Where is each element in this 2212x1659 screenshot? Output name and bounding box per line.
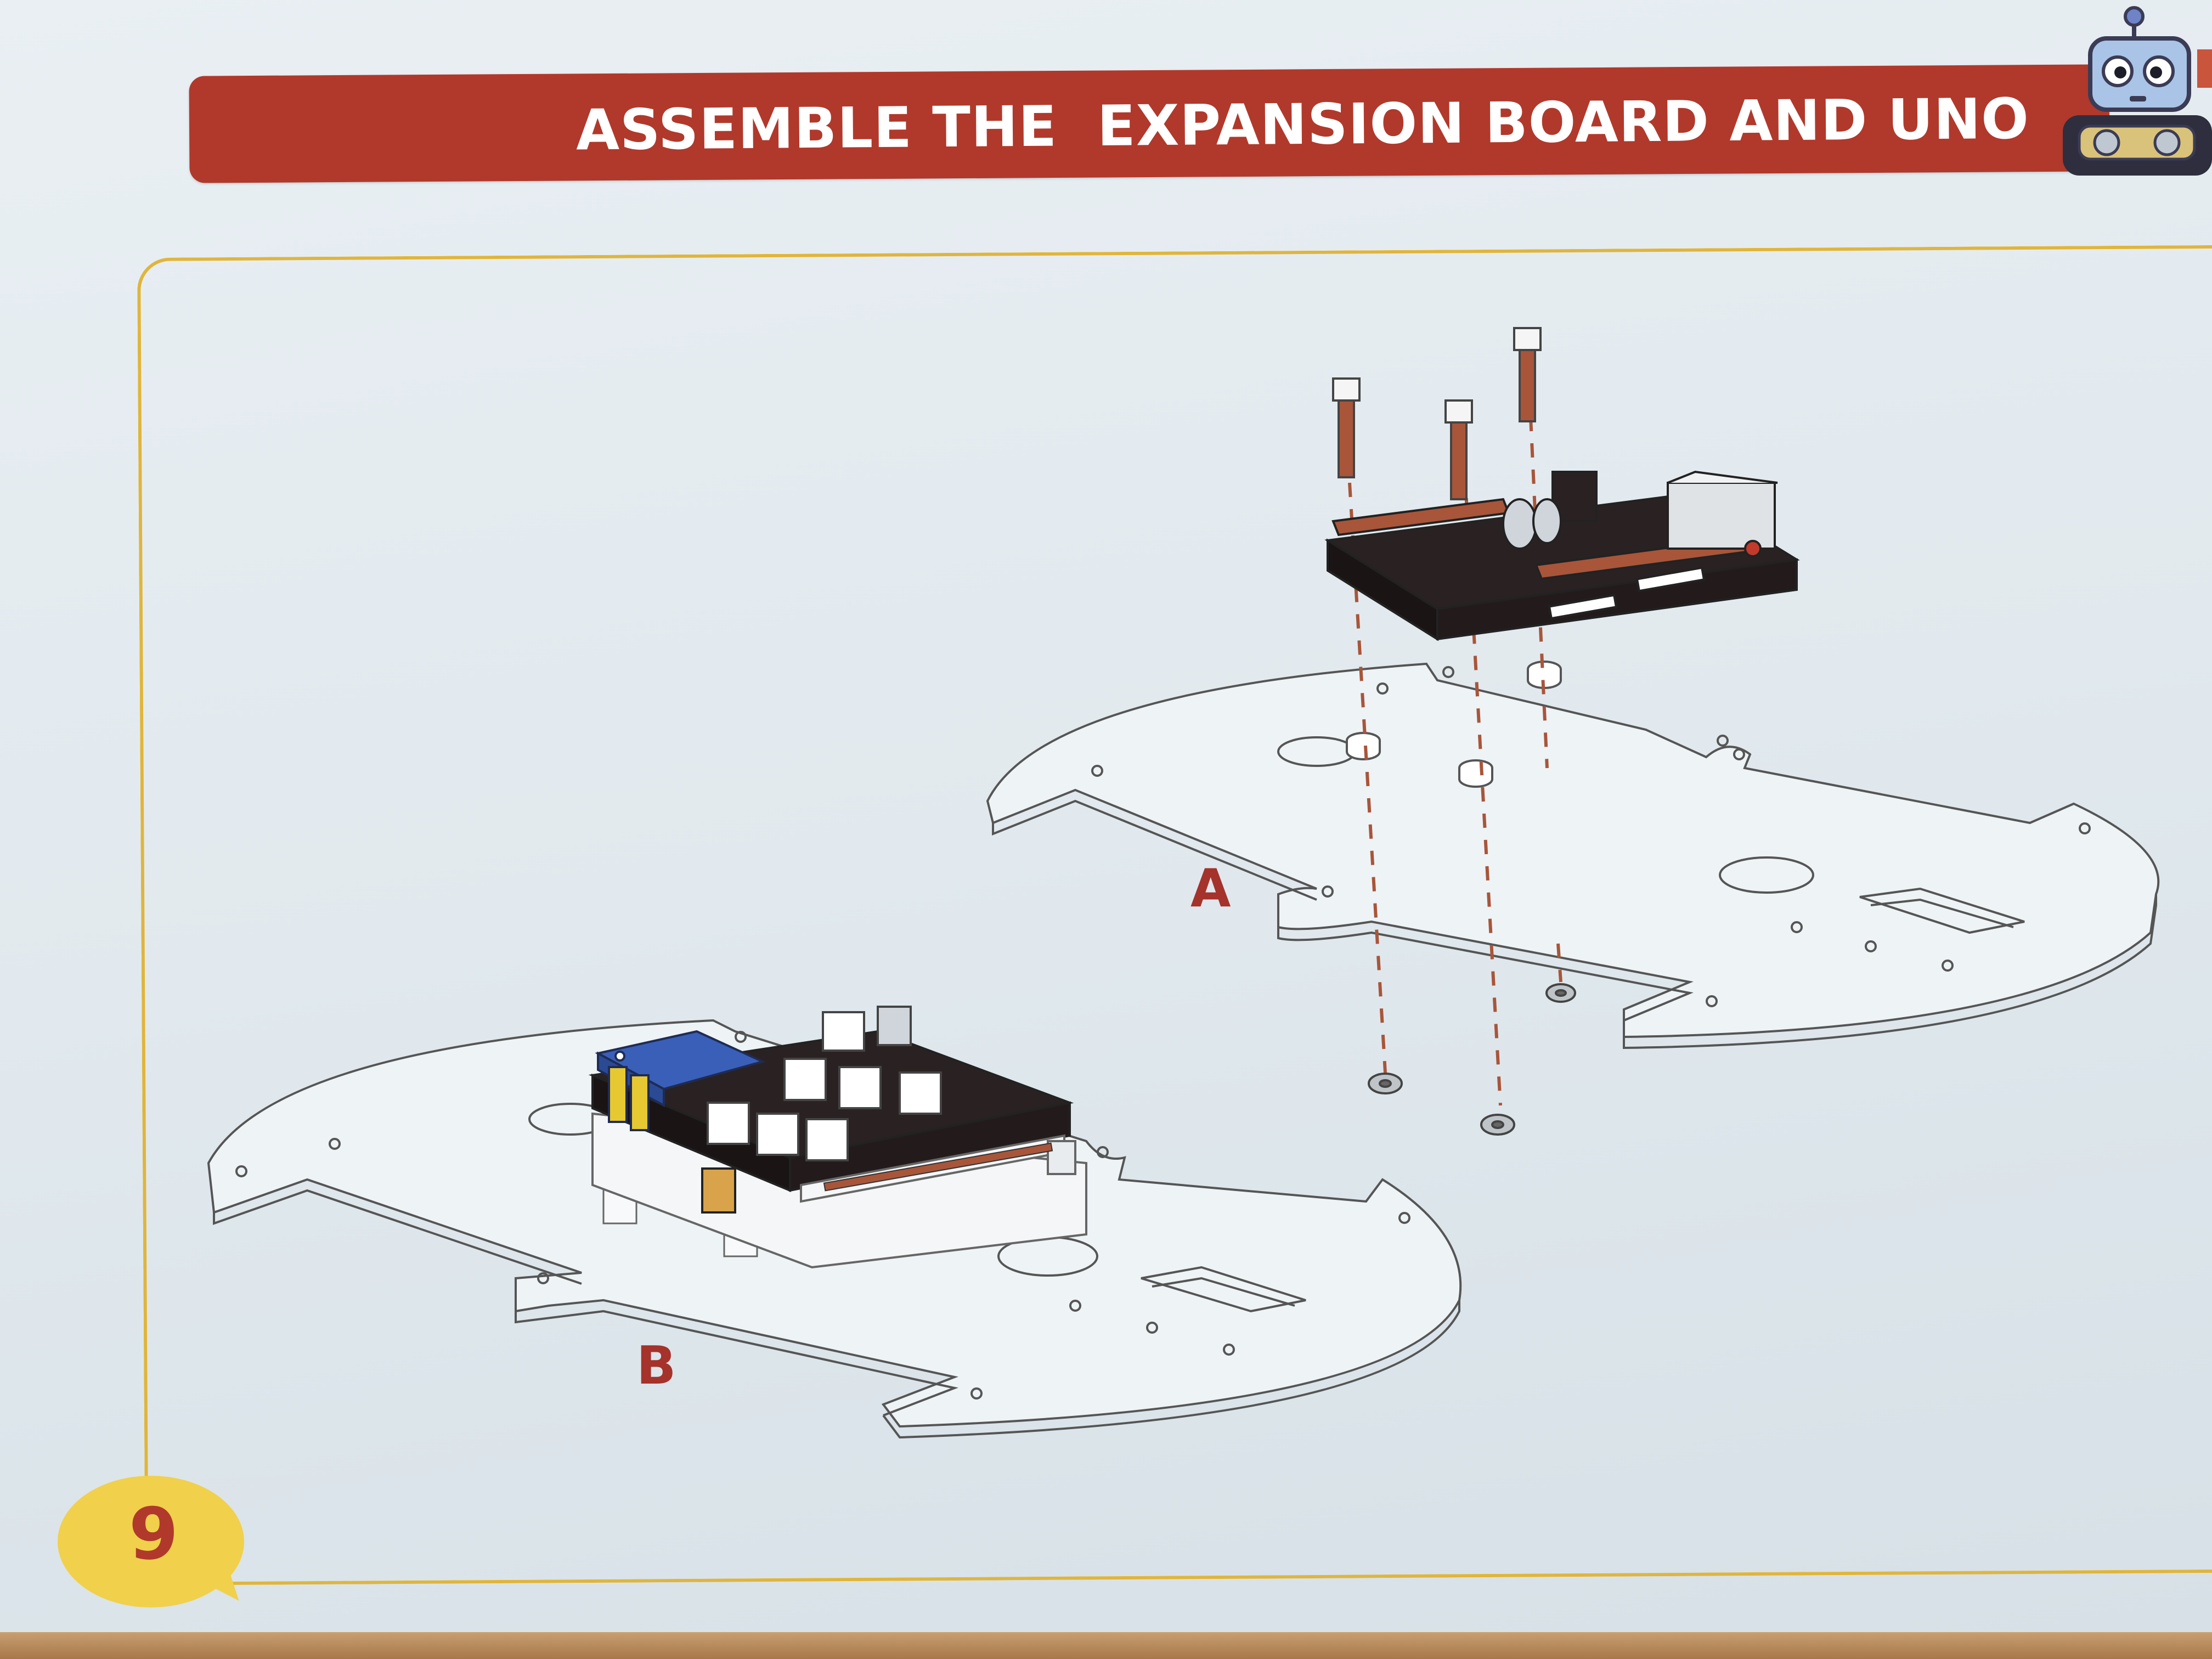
- pin-strip-b: [823, 1142, 1053, 1192]
- page-number-bubble: [58, 1476, 244, 1607]
- nuts-a: [1368, 983, 1576, 1136]
- connectors-b: [707, 1006, 942, 1161]
- page-number: 9: [128, 1492, 179, 1576]
- plate-label-b: B: [636, 1336, 676, 1396]
- plate-label-a: A: [1190, 859, 1231, 919]
- screws-a: [1332, 327, 1542, 500]
- robot-mascot-icon: [2063, 6, 2212, 176]
- uno-board: [1324, 470, 1800, 641]
- blue-sensor-module: [595, 1030, 766, 1131]
- chassis-plate-a: [986, 662, 2160, 1049]
- table-surface: [0, 1632, 2212, 1659]
- standoffs-a: [1346, 661, 1562, 788]
